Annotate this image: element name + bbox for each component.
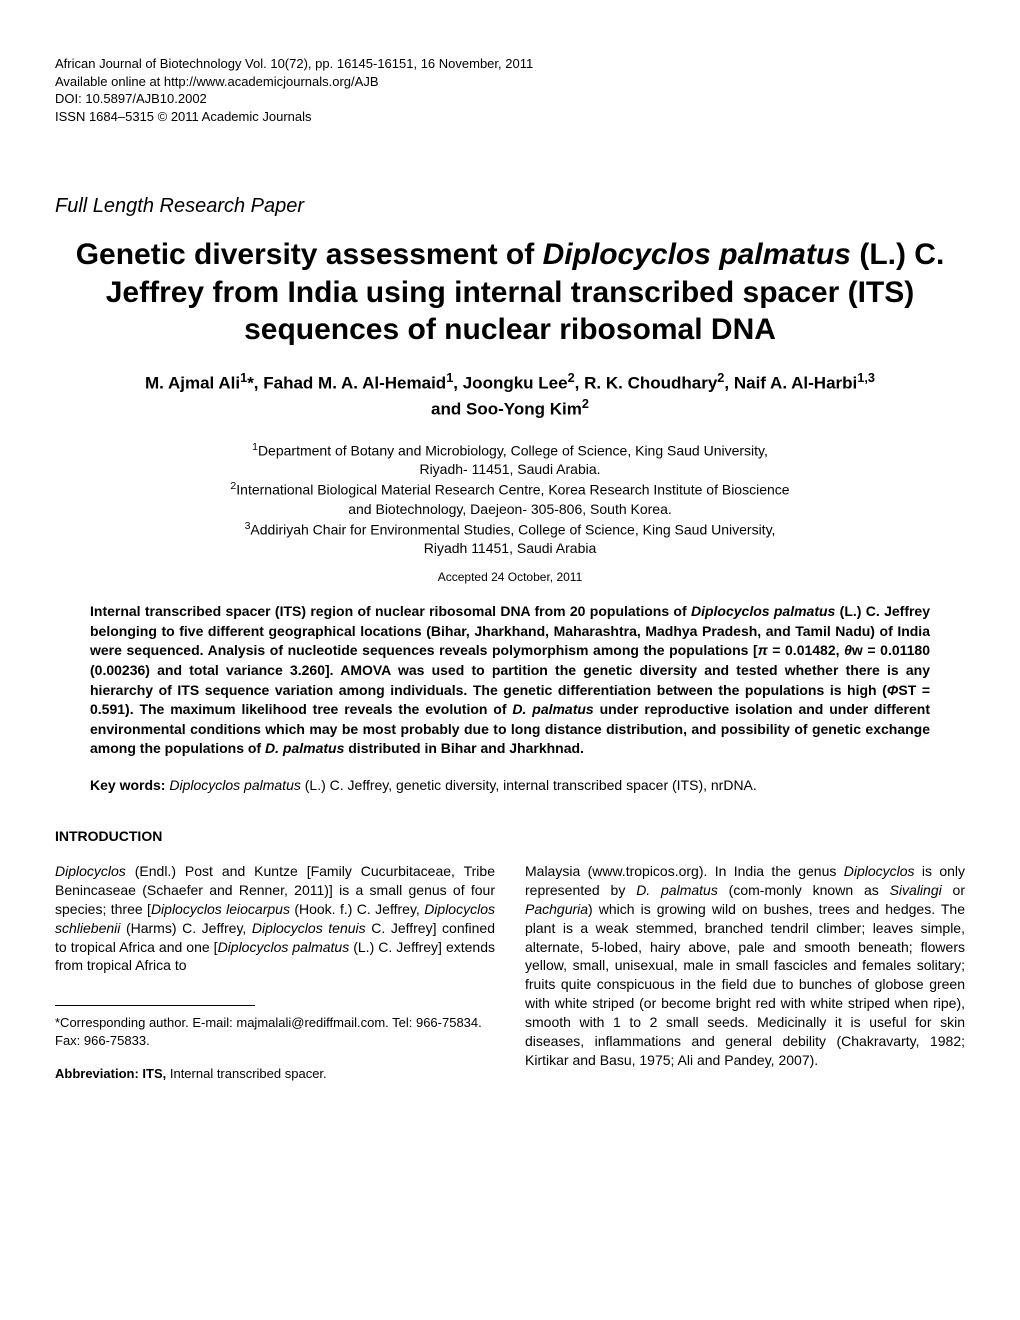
- author1-star: *,: [247, 373, 263, 392]
- issn-line: ISSN 1684–5315 © 2011 Academic Journals: [55, 108, 965, 126]
- col2-t3: (com-monly known as: [718, 882, 890, 898]
- author3-pre: , Joongku Lee: [453, 373, 567, 392]
- paper-type: Full Length Research Paper: [55, 195, 965, 218]
- col1-text: Diplocyclos (Endl.) Post and Kuntze [Fam…: [55, 862, 495, 975]
- aff3b: Riyadh 11451, Saudi Arabia: [424, 540, 597, 556]
- journal-header: African Journal of Biotechnology Vol. 10…: [55, 55, 965, 125]
- doi-line: DOI: 10.5897/AJB10.2002: [55, 90, 965, 108]
- aff1: Department of Botany and Microbiology, C…: [258, 443, 768, 459]
- keywords-label: Key words:: [90, 777, 169, 793]
- intro-heading: INTRODUCTION: [55, 828, 965, 844]
- keywords: Key words: Diplocyclos palmatus (L.) C. …: [90, 777, 930, 793]
- col2-i2: D. palmatus: [636, 882, 718, 898]
- footnote-abbreviation: Abbreviation: ITS, Internal transcribed …: [55, 1065, 495, 1083]
- abstract-i2: π: [758, 642, 768, 658]
- col1-t2: (Hook. f.) C. Jeffrey,: [290, 901, 424, 917]
- paper-title: Genetic diversity assessment of Diplocyc…: [55, 236, 965, 349]
- footnote-corresponding: *Corresponding author. E-mail: majmalali…: [55, 1014, 495, 1050]
- col2-i3: Sivalingi: [890, 882, 942, 898]
- author6-sup: 2: [582, 396, 589, 411]
- author6-pre: and Soo-Yong Kim: [431, 400, 582, 419]
- col2-i1: Diplocyclos: [844, 863, 915, 879]
- author3-sup: 2: [568, 370, 575, 385]
- journal-line: African Journal of Biotechnology Vol. 10…: [55, 55, 965, 73]
- abstract-i1: Diplocyclos palmatus: [691, 603, 835, 619]
- footnote2-text: Internal transcribed spacer.: [166, 1066, 326, 1081]
- abstract-i4: Φ: [887, 682, 899, 698]
- abstract-i6: D. palmatus: [265, 740, 344, 756]
- aff3: Addiriyah Chair for Environmental Studie…: [250, 521, 775, 537]
- affiliations: 1Department of Botany and Microbiology, …: [55, 440, 965, 558]
- title-part1: Genetic diversity assessment of: [76, 238, 543, 271]
- abstract: Internal transcribed spacer (ITS) region…: [90, 602, 930, 759]
- author2: Fahad M. A. Al-Hemaid: [263, 373, 446, 392]
- abstract-p3: = 0.01482,: [768, 642, 844, 658]
- accepted-date: Accepted 24 October, 2011: [55, 570, 965, 584]
- footnote1-text: *Corresponding author. E-mail: majmalali…: [55, 1015, 482, 1048]
- footnote2-bold: Abbreviation: ITS,: [55, 1066, 166, 1081]
- intro-columns: Diplocyclos (Endl.) Post and Kuntze [Fam…: [55, 862, 965, 1083]
- col1-i4: Diplocyclos tenuis: [252, 920, 366, 936]
- available-line: Available online at http://www.academicj…: [55, 73, 965, 91]
- authors: M. Ajmal Ali1*, Fahad M. A. Al-Hemaid1, …: [55, 369, 965, 422]
- footnote-divider: [55, 1005, 255, 1006]
- aff2: International Biological Material Resear…: [236, 482, 789, 498]
- col1-i5: Diplocyclos palmatus: [218, 939, 350, 955]
- author5-pre: , Naif A. Al-Harbi: [724, 373, 857, 392]
- col2-t1: Malaysia (www.tropicos.org). In India th…: [525, 863, 844, 879]
- keywords-rest: (L.) C. Jeffrey, genetic diversity, inte…: [301, 777, 757, 793]
- col2-t4: or: [942, 882, 965, 898]
- author4-pre: , R. K. Choudhary: [575, 373, 718, 392]
- column-right: Malaysia (www.tropicos.org). In India th…: [525, 862, 965, 1083]
- column-left: Diplocyclos (Endl.) Post and Kuntze [Fam…: [55, 862, 495, 1083]
- keywords-i1: Diplocyclos palmatus: [169, 777, 301, 793]
- aff2b: and Biotechnology, Daejeon- 305-806, Sou…: [348, 501, 672, 517]
- abstract-p7: distributed in Bihar and Jharkhnad.: [344, 740, 584, 756]
- col1-i2: Diplocyclos leiocarpus: [151, 901, 290, 917]
- author1: M. Ajmal Ali: [145, 373, 240, 392]
- abstract-i5: D. palmatus: [512, 701, 593, 717]
- col2-i4: Pachguria: [525, 901, 588, 917]
- col1-t3: (Harms) C. Jeffrey,: [120, 920, 252, 936]
- aff1b: Riyadh- 11451, Saudi Arabia.: [419, 461, 600, 477]
- col1-i1: Diplocyclos: [55, 863, 126, 879]
- col2-t5: ) which is growing wild on bushes, trees…: [525, 901, 965, 1068]
- abstract-p1: Internal transcribed spacer (ITS) region…: [90, 603, 691, 619]
- title-italic1: Diplocyclos palmatus: [543, 238, 851, 271]
- abstract-i3: θ: [844, 642, 852, 658]
- author5-sup: 1,3: [857, 370, 875, 385]
